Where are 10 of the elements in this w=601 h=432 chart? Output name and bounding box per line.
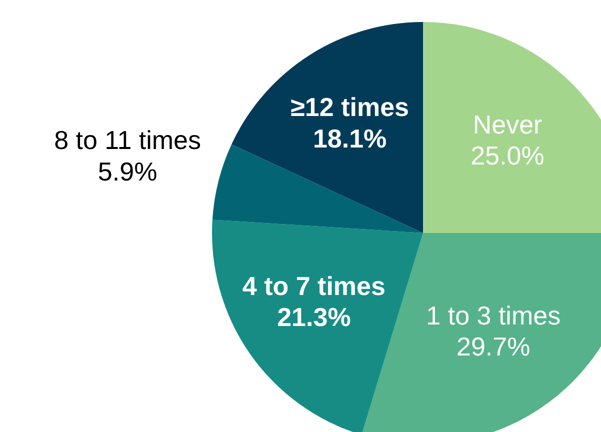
slice-label: Never: [472, 109, 543, 140]
data-label: 21.3%: [277, 302, 351, 332]
slice-label: 1 to 3 times: [426, 300, 561, 331]
data-label: 29.7%: [456, 332, 530, 362]
data-label: 5.9%: [98, 156, 158, 186]
slice-label: 4 to 7 times: [242, 270, 386, 301]
slice-label: 8 to 11 times: [54, 125, 202, 156]
slice-label: ≥12 times: [290, 92, 409, 122]
data-label: 18.1%: [312, 123, 387, 154]
data-label: 25.0%: [470, 140, 544, 170]
